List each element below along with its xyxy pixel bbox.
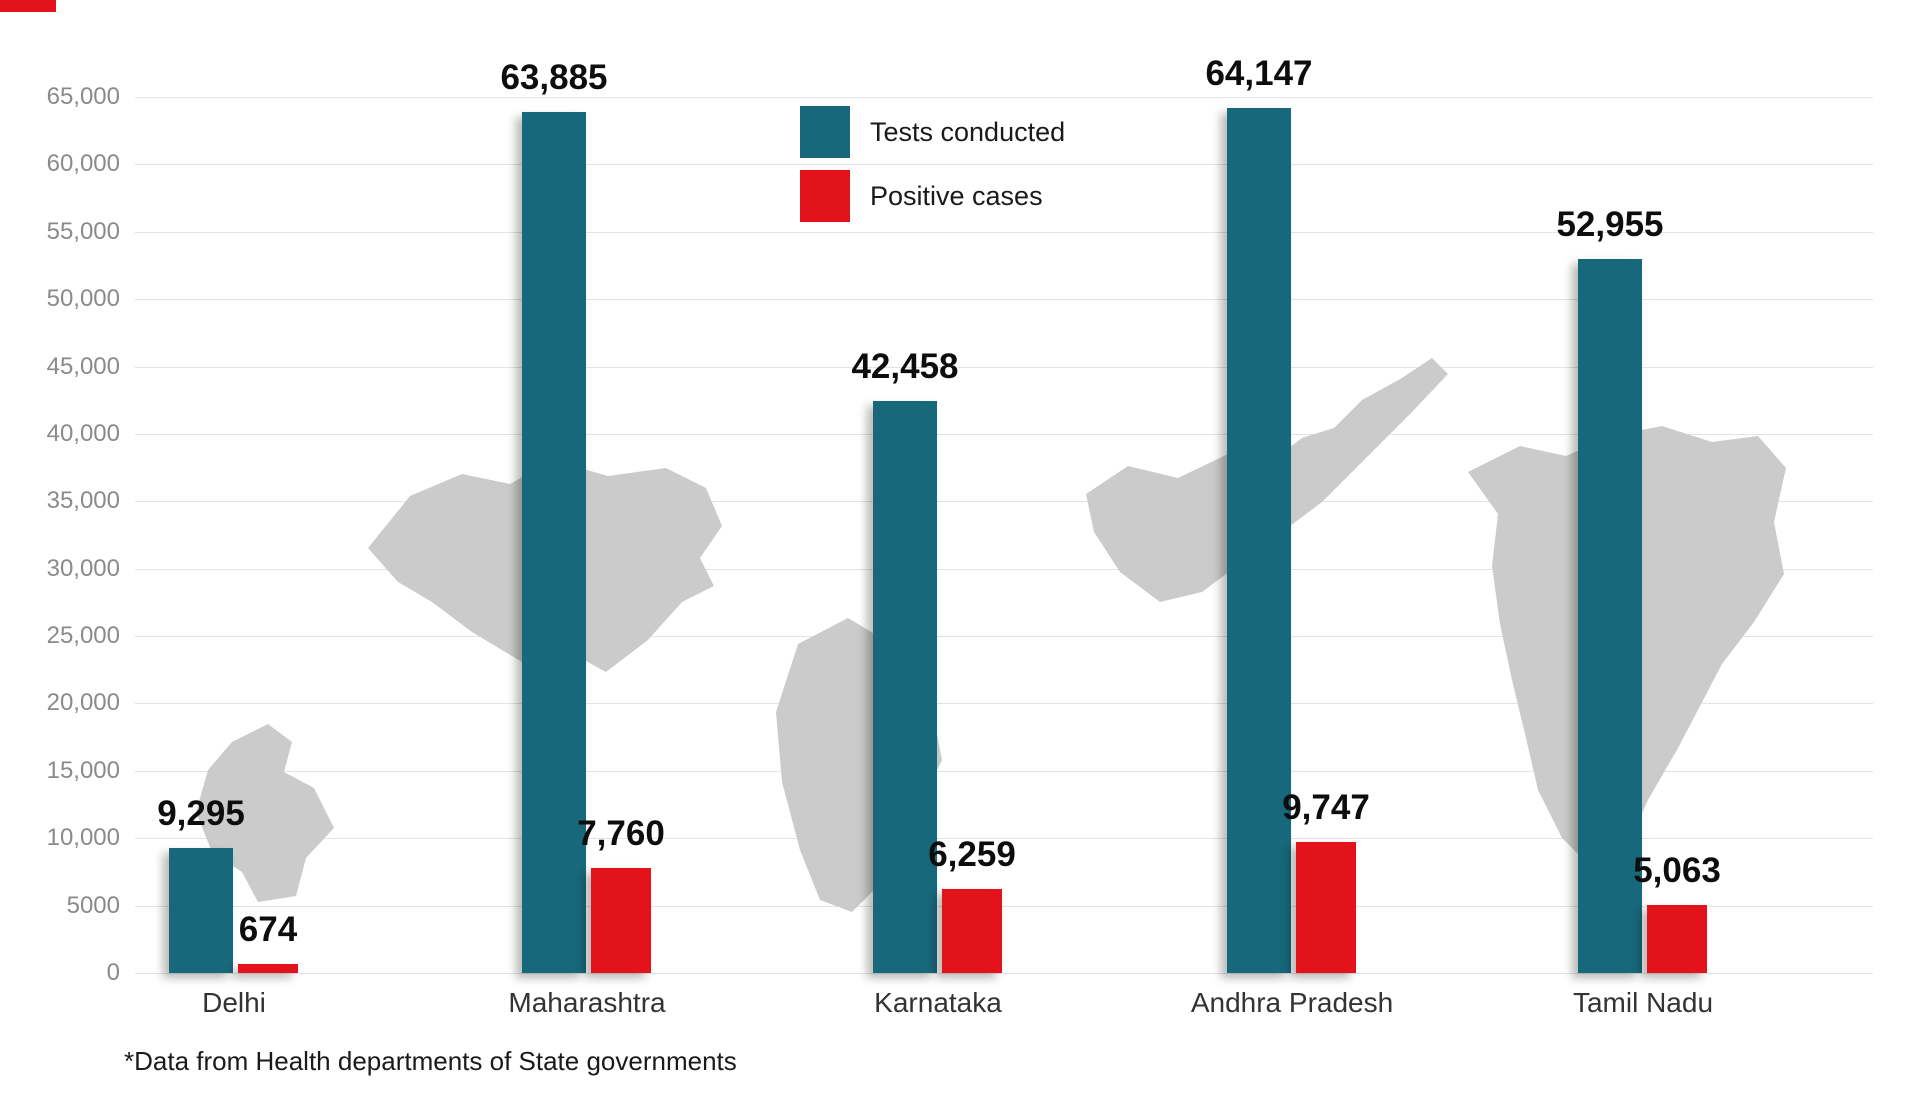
bar-positive-delhi xyxy=(238,963,298,973)
value-label-positive-delhi: 674 xyxy=(238,909,298,949)
bar-positive-andhra-pradesh xyxy=(1296,841,1356,973)
value-label-positive-tamil-nadu: 5,063 xyxy=(1633,850,1721,890)
y-axis-tick-label: 15,000 xyxy=(46,756,120,784)
gridline xyxy=(135,905,1873,907)
legend: Tests conducted Positive cases xyxy=(800,106,1065,234)
gridline xyxy=(135,299,1873,301)
legend-swatch-tests xyxy=(800,106,850,158)
legend-label: Tests conducted xyxy=(870,116,1066,147)
value-label-tests-andhra-pradesh: 64,147 xyxy=(1205,54,1313,94)
top-left-red-mark xyxy=(0,0,56,12)
gridline xyxy=(135,703,1873,705)
gridline xyxy=(135,973,1873,974)
bar-positive-karnataka xyxy=(942,888,1002,973)
bar-tests-karnataka xyxy=(873,400,937,973)
value-label-positive-maharashtra: 7,760 xyxy=(577,814,665,854)
y-axis-tick-label: 0 xyxy=(106,959,120,986)
bar-positive-tamil-nadu xyxy=(1647,904,1707,973)
y-axis-tick-label: 65,000 xyxy=(46,83,120,110)
gridline xyxy=(135,770,1873,772)
category-label-karnataka: Karnataka xyxy=(874,987,1002,1018)
gridline xyxy=(135,838,1873,840)
value-label-positive-andhra-pradesh: 9,747 xyxy=(1282,787,1370,827)
y-axis-tick-label: 55,000 xyxy=(46,217,120,245)
category-label-delhi: Delhi xyxy=(202,987,266,1018)
bar-tests-delhi xyxy=(169,847,233,973)
legend-item: Positive cases xyxy=(800,170,1065,222)
footnote: *Data from Health departments of State g… xyxy=(124,1046,737,1076)
y-axis-tick-label: 25,000 xyxy=(46,622,120,650)
y-axis-tick-label: 35,000 xyxy=(46,487,120,515)
value-label-tests-tamil-nadu: 52,955 xyxy=(1556,205,1664,245)
gridline xyxy=(135,501,1873,503)
gridline xyxy=(135,366,1873,368)
y-axis-tick-label: 10,000 xyxy=(46,824,120,852)
y-axis-tick-label: 5000 xyxy=(66,891,120,919)
legend-swatch-positive xyxy=(800,170,850,222)
value-label-tests-maharashtra: 63,885 xyxy=(500,58,608,98)
gridline xyxy=(135,164,1873,166)
y-axis-tick-label: 40,000 xyxy=(46,419,120,447)
bar-positive-maharashtra xyxy=(591,868,651,973)
category-label-andhra-pradesh: Andhra Pradesh xyxy=(1190,987,1394,1018)
y-axis-tick-label: 50,000 xyxy=(46,285,120,313)
gridline xyxy=(135,568,1873,570)
gridline xyxy=(135,97,1873,98)
gridline xyxy=(135,636,1873,638)
y-axis-tick-label: 30,000 xyxy=(46,554,120,582)
y-axis-tick-label: 20,000 xyxy=(46,689,120,717)
category-label-tamil-nadu: Tamil Nadu xyxy=(1572,987,1714,1018)
legend-label: Positive cases xyxy=(870,180,1043,211)
gridline xyxy=(135,433,1873,435)
y-axis-tick-label: 45,000 xyxy=(46,352,120,380)
value-label-tests-delhi: 9,295 xyxy=(157,793,245,833)
value-label-positive-karnataka: 6,259 xyxy=(928,834,1016,874)
bar-tests-andhra-pradesh xyxy=(1227,108,1291,973)
legend-item: Tests conducted xyxy=(800,106,1065,158)
y-axis-tick-label: 60,000 xyxy=(46,150,120,178)
category-label-maharashtra: Maharashtra xyxy=(508,987,666,1018)
value-label-tests-karnataka: 42,458 xyxy=(851,346,959,386)
gridline xyxy=(135,231,1873,233)
